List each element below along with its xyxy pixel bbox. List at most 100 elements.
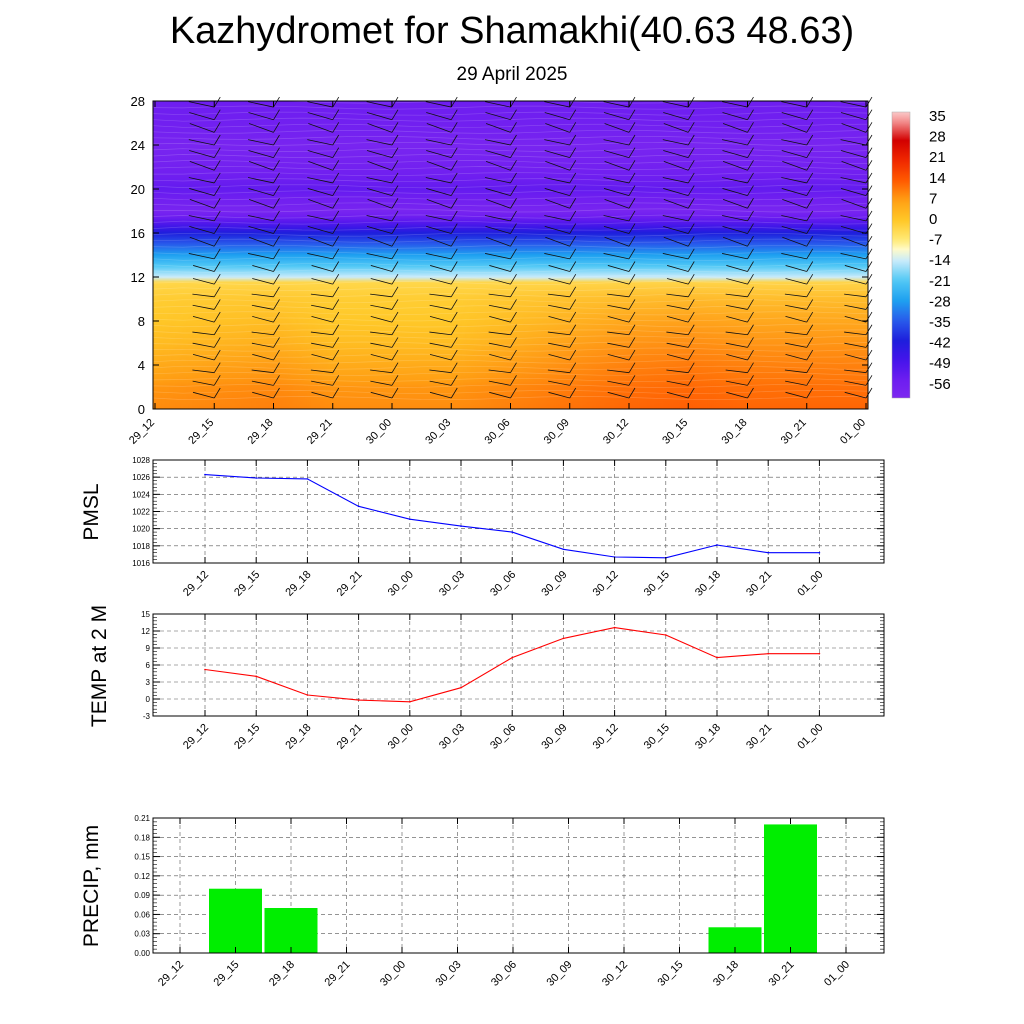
x-tick-label: 30_12 xyxy=(600,959,630,989)
isotherm-line xyxy=(152,196,869,201)
wind-barb-flag xyxy=(450,248,458,260)
wind-barb-flag xyxy=(687,147,695,158)
wind-barb-flag xyxy=(806,273,814,285)
wind-barb-flag xyxy=(510,122,517,133)
wind-barb xyxy=(544,150,570,159)
wind-barb xyxy=(485,150,511,159)
wind-barb xyxy=(785,278,807,285)
wind-barb-flag xyxy=(747,248,754,260)
wind-barb xyxy=(252,353,274,361)
wind-barb xyxy=(545,161,570,171)
data-point xyxy=(306,478,309,480)
wind-barb-flag xyxy=(273,235,280,247)
data-point xyxy=(716,544,718,546)
wind-barb xyxy=(544,101,570,108)
wind-barb xyxy=(840,225,867,234)
wind-barb-flag xyxy=(569,147,577,158)
wind-barb xyxy=(370,293,393,298)
wind-barb xyxy=(666,369,689,374)
wind-barb-flag xyxy=(273,185,280,196)
wind-barb-flag xyxy=(747,387,754,399)
wind-barb xyxy=(666,293,689,298)
x-tick-label: 30_15 xyxy=(660,417,690,447)
wind-barb-flag xyxy=(687,172,695,184)
colorbar-label: 7 xyxy=(929,190,937,207)
wind-barb-flag xyxy=(391,185,399,196)
y-tick-label: 12 xyxy=(131,270,145,285)
x-tick-label: 30_18 xyxy=(711,959,741,989)
y-tick-label: 0.09 xyxy=(134,891,150,900)
x-tick-label: 29_15 xyxy=(212,959,242,989)
wind-barb xyxy=(544,188,570,196)
wind-barb xyxy=(311,278,333,285)
colorbar-label: -21 xyxy=(929,273,951,290)
wind-barb-flag xyxy=(569,273,577,285)
wind-barb xyxy=(248,198,274,209)
wind-barb-flag xyxy=(569,134,577,146)
wind-barb xyxy=(603,112,630,121)
colorbar-label: 35 xyxy=(929,108,946,125)
wind-barb-flag xyxy=(332,147,340,158)
wind-barb xyxy=(548,353,570,361)
wind-barb-flag xyxy=(332,235,340,247)
wind-barb-flag xyxy=(747,261,754,272)
wind-barb xyxy=(311,304,333,310)
wind-barb xyxy=(367,161,393,171)
wind-barb-flag xyxy=(213,299,221,310)
isotherm-line xyxy=(152,383,869,388)
wind-barb-flag xyxy=(273,198,280,209)
wind-barb xyxy=(370,380,393,386)
data-point xyxy=(409,518,411,521)
wind-barb-flag xyxy=(865,311,873,323)
x-tick-label: 30_09 xyxy=(539,722,569,752)
wind-barb-flag xyxy=(213,324,221,335)
wind-barb-flag xyxy=(510,387,517,399)
wind-barb xyxy=(429,391,452,399)
x-tick-label: 30_15 xyxy=(642,722,672,752)
wind-barb-flag xyxy=(806,387,814,399)
data-point xyxy=(255,477,257,479)
x-tick-label: 01_00 xyxy=(838,417,868,447)
wind-barb xyxy=(662,177,689,184)
wind-barb-flag xyxy=(213,122,221,133)
wind-barb xyxy=(663,236,689,247)
x-tick-label: 30_00 xyxy=(378,959,408,989)
wind-barb-flag xyxy=(510,147,517,158)
wind-barb-flag xyxy=(213,311,221,323)
wind-barb xyxy=(840,150,867,159)
wind-barb-flag xyxy=(806,223,814,234)
wind-barb xyxy=(366,177,393,184)
x-tick-label: 29_12 xyxy=(181,722,211,752)
wind-barb-flag xyxy=(687,273,695,285)
wind-barb-flag xyxy=(332,362,340,373)
wind-barb-flag xyxy=(569,349,577,361)
wind-barb xyxy=(545,198,570,209)
wind-barb-flag xyxy=(273,122,280,133)
wind-barb xyxy=(662,139,689,146)
wind-barb-flag xyxy=(510,311,517,323)
wind-barb-flag xyxy=(687,248,695,260)
wind-barb xyxy=(425,215,452,222)
y-tick-label: 1028 xyxy=(132,456,150,465)
y-tick-label: 15 xyxy=(141,610,150,619)
wind-barb-flag xyxy=(628,134,636,146)
isotherm-line xyxy=(152,226,869,231)
colorbar-label: -56 xyxy=(929,376,951,393)
y-tick-label: 0.18 xyxy=(134,833,150,842)
wind-barb-flag xyxy=(569,375,577,386)
x-tick-label: 29_21 xyxy=(323,959,353,989)
wind-barb-flag xyxy=(747,160,754,171)
wind-barb xyxy=(722,236,748,247)
wind-barb-flag xyxy=(687,324,695,335)
wind-barb xyxy=(307,139,333,146)
wind-barb-flag xyxy=(510,198,517,209)
wind-barb-flag xyxy=(213,160,221,171)
y-tick-label: 0.21 xyxy=(134,814,150,823)
x-tick-label: 29_18 xyxy=(246,417,276,447)
wind-barb xyxy=(252,278,274,285)
wind-barb xyxy=(725,380,748,386)
wind-barb xyxy=(188,215,215,222)
isotherm-line xyxy=(152,141,869,146)
precip-bar xyxy=(209,888,262,953)
